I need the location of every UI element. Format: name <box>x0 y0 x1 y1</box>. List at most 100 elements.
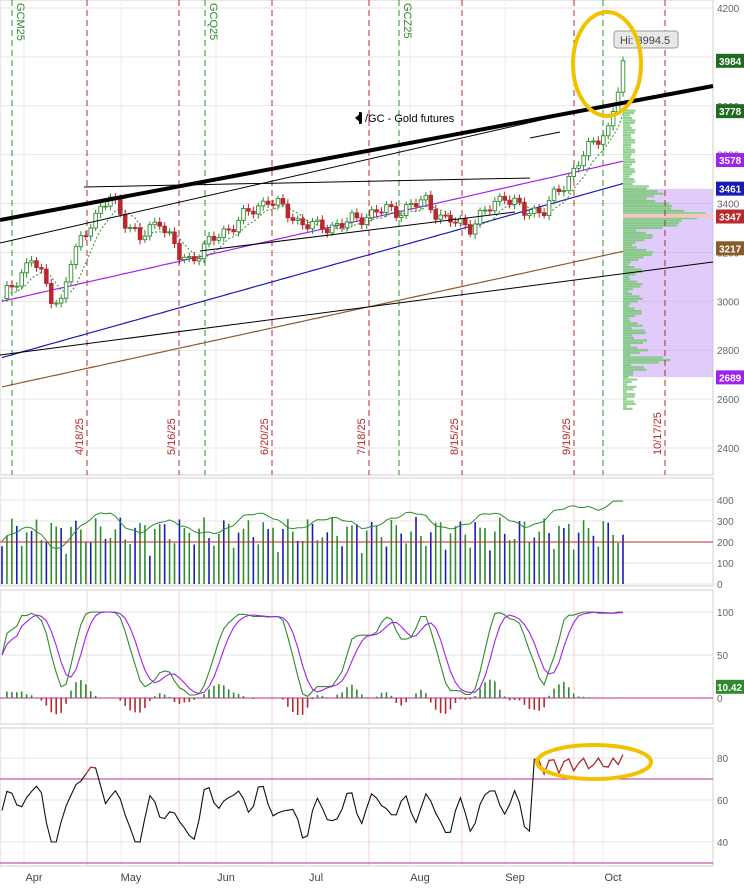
profile-bar <box>623 275 630 278</box>
candle-body <box>310 221 315 230</box>
candle-body <box>581 155 586 167</box>
stoch-tick-label: 0 <box>717 694 723 705</box>
profile-bar <box>623 388 634 391</box>
profile-bar <box>623 385 637 388</box>
profile-bar <box>623 234 653 237</box>
candle-body <box>122 213 128 229</box>
profile-bar <box>623 248 647 252</box>
profile-bar <box>623 222 680 225</box>
profile-bar <box>623 378 638 381</box>
profile-bar <box>623 371 634 374</box>
candle-body <box>408 203 414 206</box>
rsi-tick-label: 60 <box>717 796 729 807</box>
profile-bar <box>623 278 630 281</box>
candle-body <box>167 231 172 234</box>
main-trendline <box>0 84 714 222</box>
profile-bar <box>623 351 640 354</box>
profile-bar <box>623 280 638 283</box>
candle-body <box>596 140 601 145</box>
candle-body <box>428 194 434 211</box>
candle-body <box>438 214 443 220</box>
expiry-date-label: 4/18/25 <box>74 418 86 455</box>
price-marker-label: 3578 <box>719 156 742 167</box>
candle-body <box>472 223 478 235</box>
profile-bar <box>623 319 631 322</box>
candle-body <box>546 200 552 216</box>
profile-bar <box>623 346 638 349</box>
candle-body <box>265 200 271 205</box>
candle-body <box>561 190 567 193</box>
candle-body <box>226 228 231 231</box>
volume-tick-label: 0 <box>717 580 723 591</box>
highlight-ellipse <box>571 10 643 118</box>
profile-bar <box>623 253 652 256</box>
candle-body <box>591 140 596 143</box>
candle-body <box>389 204 394 207</box>
candle-body <box>147 224 153 237</box>
profile-bar <box>623 329 645 332</box>
volume-tick-label: 100 <box>717 559 734 570</box>
candle-body <box>127 227 133 229</box>
candle-body <box>39 267 44 270</box>
candle-body <box>497 195 503 202</box>
profile-bar <box>623 344 631 347</box>
expiry-date-label: 8/15/25 <box>449 418 461 455</box>
profile-bar <box>623 148 635 151</box>
profile-bar <box>623 209 684 212</box>
axes: 2400260028003000320034003600380040004200… <box>25 4 744 884</box>
candle-body <box>551 188 557 202</box>
price-tick-label: 4200 <box>717 4 740 15</box>
price-marker-label: 3217 <box>719 244 742 255</box>
candle-body <box>576 165 581 169</box>
cycle-lines: GCM25 GCQ25 GCZ25 4/18/25 5/16/25 6/20/25 7/18… <box>11 0 666 866</box>
profile-bar <box>623 395 635 398</box>
profile-bar <box>623 383 628 386</box>
profile-bar <box>623 368 647 371</box>
candle-body <box>137 227 143 241</box>
profile-bar <box>623 204 673 208</box>
profile-bar <box>623 263 629 266</box>
candle-body <box>443 214 448 217</box>
x-tick-label: Sep <box>505 872 525 884</box>
candle-body <box>482 209 488 212</box>
contract-label: GCM25 <box>14 3 26 41</box>
profile-bar <box>623 231 646 234</box>
profile-bar <box>623 268 642 271</box>
profile-bar <box>623 407 633 410</box>
stoch-tick-label: 100 <box>717 608 734 619</box>
expiry-date-label: 9/19/25 <box>561 418 573 455</box>
candle-body <box>315 219 320 222</box>
candle-body <box>196 258 202 262</box>
profile-bar <box>623 160 636 164</box>
expiry-date-label: 10/17/25 <box>652 412 664 455</box>
stoch-d-line <box>1 611 624 695</box>
price-tick-label: 3400 <box>717 200 740 211</box>
profile-bar <box>623 124 631 127</box>
candle-body <box>14 285 20 288</box>
profile-bar <box>623 295 640 298</box>
profile-bar <box>623 363 632 366</box>
profile-bar <box>623 217 697 220</box>
profile-bar <box>623 168 635 171</box>
candle-body <box>571 167 576 177</box>
profile-bar <box>623 143 632 146</box>
candle-body <box>566 175 572 192</box>
candle-body <box>374 209 379 213</box>
profile-bar <box>623 336 634 340</box>
x-tick-label: Oct <box>604 872 621 884</box>
candle-body <box>53 302 59 305</box>
candle-body <box>349 212 355 223</box>
profile-bar <box>623 141 636 144</box>
open-interest-line <box>1 500 623 549</box>
profile-bar <box>623 273 636 276</box>
profile-bar <box>623 146 632 149</box>
profile-bar <box>623 292 633 296</box>
support-line <box>199 211 516 252</box>
profile-bar <box>623 261 631 264</box>
candle-body <box>68 264 74 283</box>
profile-bar <box>623 312 642 315</box>
candle-body <box>492 200 498 212</box>
panel-frame <box>0 727 714 867</box>
hi-label-box <box>613 30 679 49</box>
